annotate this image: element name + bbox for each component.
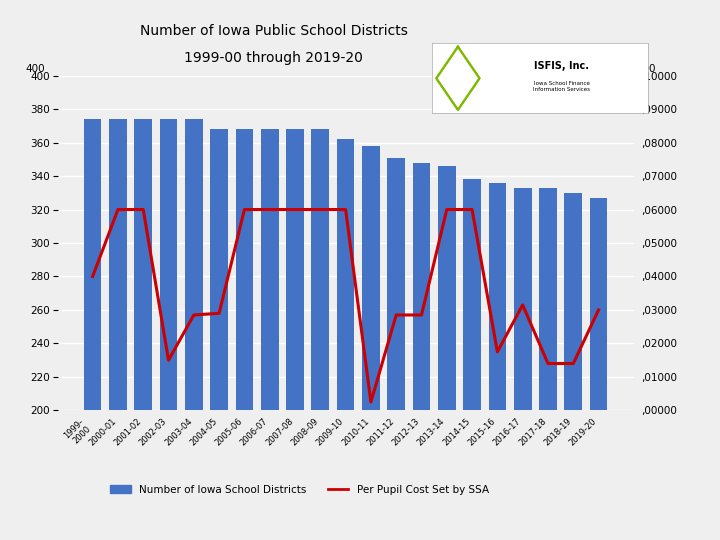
Bar xyxy=(84,119,102,540)
Text: Number of Iowa Public School Districts: Number of Iowa Public School Districts xyxy=(140,24,408,38)
Bar xyxy=(312,129,329,540)
Bar xyxy=(160,119,177,540)
Bar xyxy=(210,129,228,540)
Text: 000: 000 xyxy=(636,64,656,74)
Text: ISFIS, Inc.: ISFIS, Inc. xyxy=(534,60,589,71)
Bar xyxy=(286,129,304,540)
Bar xyxy=(463,179,481,540)
Bar xyxy=(337,139,354,540)
Bar xyxy=(514,188,531,540)
Text: 1999-00 through 2019-20: 1999-00 through 2019-20 xyxy=(184,51,363,65)
Text: 400: 400 xyxy=(26,64,45,74)
Bar xyxy=(235,129,253,540)
Bar xyxy=(564,193,582,540)
Legend: Number of Iowa School Districts, Per Pupil Cost Set by SSA: Number of Iowa School Districts, Per Pup… xyxy=(106,481,493,499)
Bar xyxy=(413,163,431,540)
Polygon shape xyxy=(436,46,480,110)
Text: Iowa School Finance
Information Services: Iowa School Finance Information Services xyxy=(533,82,590,92)
Bar xyxy=(438,166,456,540)
Bar xyxy=(362,146,379,540)
Bar xyxy=(185,119,202,540)
Bar xyxy=(539,188,557,540)
Bar xyxy=(135,119,152,540)
Bar xyxy=(387,158,405,540)
Bar xyxy=(590,198,608,540)
Bar xyxy=(489,183,506,540)
Bar xyxy=(109,119,127,540)
Bar xyxy=(261,129,279,540)
